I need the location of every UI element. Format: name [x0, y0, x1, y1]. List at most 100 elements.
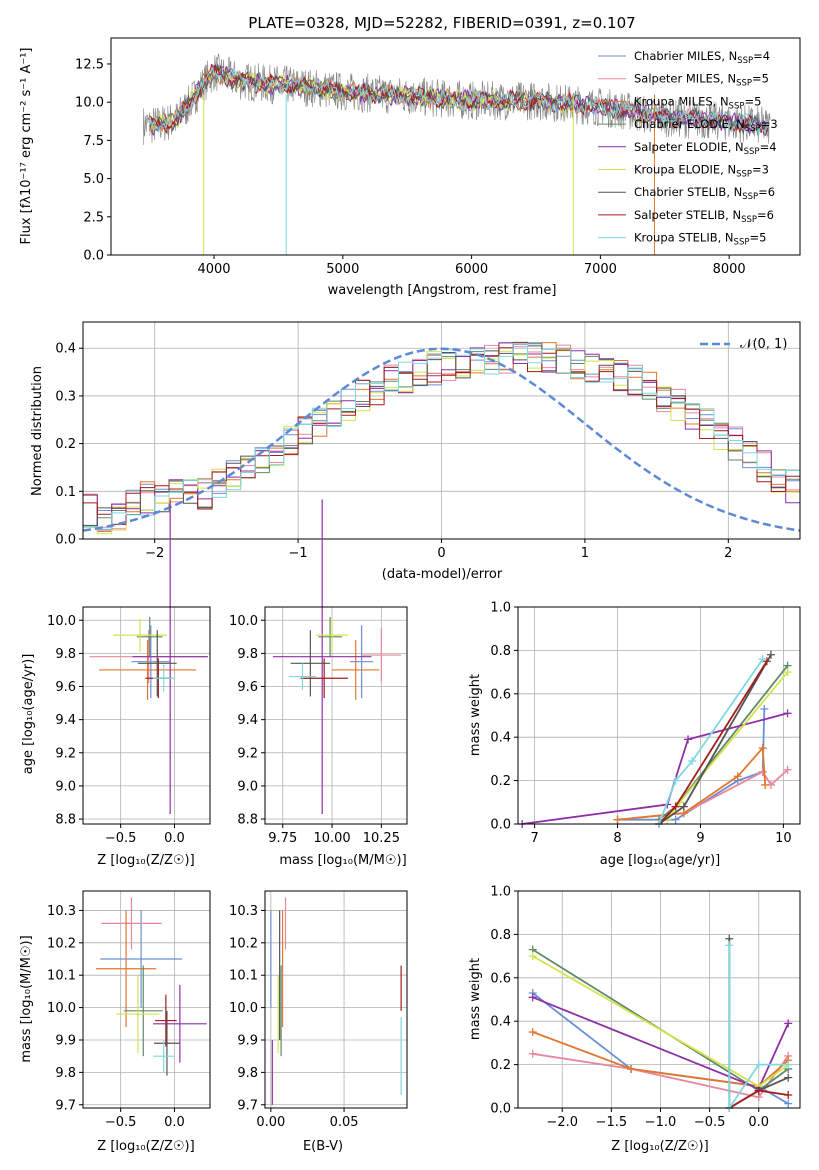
mw-z-xlabel: Z [log₁₀(Z/Z☉)]	[611, 1139, 708, 1154]
age-mass-y-tick-label: 8.8	[237, 813, 258, 828]
spectrum-axes: 4000 5000 6000 7000 8000 0.0 2.5 5.0 7.5 10.0 12.5	[75, 57, 746, 277]
mw-z-y-tick-label: 0.0	[490, 1102, 511, 1117]
mw-age-point-marker	[762, 657, 771, 666]
spectrum-x-tick-label: 6000	[455, 262, 488, 277]
mass-ebv-y-tick-label: 10.2	[229, 936, 258, 951]
spectrum-y-tick-label: 0.0	[83, 249, 104, 264]
mw-z-point-marker	[754, 1086, 763, 1095]
mw-z-point-marker	[784, 1060, 793, 1069]
spectrum-legend-label: Salpeter ELODIE, NSSP=4	[634, 140, 777, 157]
mw-z-axes: −2.0 −1.5 −1.0 −0.5 0.0 0.0 0.2 0.4 0.6 0.8 1.0	[490, 885, 800, 1130]
legend-subscript: SSP	[741, 215, 757, 225]
mw-z-y-tick-label: 1.0	[490, 885, 511, 900]
mw-age-series-line	[521, 712, 788, 825]
mw-z-point-marker	[528, 1049, 537, 1058]
mw-age-y-tick-label: 0.4	[490, 731, 511, 746]
spectrum-y-tick-label: 5.0	[83, 172, 104, 187]
legend-value: =6	[758, 185, 775, 199]
spectrum-legend-label: Kroupa STELIB, NSSP=5	[634, 231, 766, 248]
mw-z-point-marker	[725, 941, 734, 950]
mw-age-x-tick-label: 9	[696, 831, 704, 846]
normal-curve	[82, 347, 801, 532]
residual-x-tick-label: 1	[581, 546, 589, 561]
age-z-y-tick-label: 10.0	[47, 614, 76, 629]
mw-age-xlabel: age [log₁₀(age/yr)]	[600, 853, 721, 868]
spectrum-legend-label: Chabrier MILES, NSSP=4	[634, 49, 770, 66]
residual-y-tick-label: 0.3	[55, 389, 76, 404]
age-z-y-tick-label: 9.2	[55, 746, 76, 761]
mw-z-y-tick-label: 0.6	[490, 971, 511, 986]
spectrum-y-tick-label: 2.5	[83, 210, 104, 225]
spectrum-legend-label: Kroupa ELODIE, NSSP=3	[634, 163, 769, 180]
mw-age-x-tick-label: 8	[613, 831, 621, 846]
spectrum-y-tick-label: 10.0	[75, 96, 104, 111]
age-z-y-tick-label: 9.6	[55, 680, 76, 695]
age-z-axes: −0.5 0.0 8.8 9.0 9.2 9.4 9.6 9.8 10.0	[47, 607, 210, 846]
mass-ebv-y-tick-label: 10.0	[229, 1001, 258, 1016]
age-mass-frame	[264, 606, 408, 825]
mw-z-x-tick-label: −1.5	[596, 1115, 628, 1130]
residual-y-tick-label: 0.0	[55, 533, 76, 548]
mw-z-ylabel: mass weight	[468, 958, 483, 1040]
mass-z-ylabel: mass [log₁₀(M/M☉)]	[19, 935, 34, 1062]
spectrum-model-line	[149, 65, 769, 135]
mw-age-series-line	[658, 665, 789, 821]
mw-z-series-line	[532, 1031, 789, 1088]
mw-age-axes: 7 8 9 10 0.0 0.2 0.4 0.6 0.8 1.0	[490, 601, 800, 846]
age-mass-y-tick-label: 9.0	[237, 779, 258, 794]
mw-z-frame	[517, 890, 801, 1109]
residual-x-tick-label: 2	[724, 546, 732, 561]
age-mass-axes: 9.75 10.00 10.25 8.8 9.0 9.2 9.4 9.6 9.8 10.0	[229, 607, 407, 846]
legend-value: =4	[760, 140, 777, 154]
age-mass-xlabel: mass [log₁₀(M/M☉)]	[279, 853, 406, 868]
mass-z-y-tick-label: 9.7	[55, 1098, 76, 1113]
mass-z-y-tick-label: 10.3	[47, 904, 76, 919]
residual-x-tick-label: −2	[145, 546, 164, 561]
spectrum-legend-label: Chabrier ELODIE, NSSP=3	[634, 117, 778, 134]
spectrum-xlabel: wavelength [Angstrom, rest frame]	[328, 283, 557, 298]
legend-subscript: SSP	[729, 101, 745, 111]
mass-z-y-tick-label: 10.1	[47, 969, 76, 984]
mw-age-point-marker	[783, 765, 792, 774]
mw-z-series-line	[728, 945, 789, 1111]
mw-z-point-marker	[754, 1060, 763, 1069]
legend-subscript: SSP	[736, 79, 752, 89]
mw-age-point-marker	[758, 767, 767, 776]
legend-subscript: SSP	[737, 56, 753, 66]
spectrum-legend-label: Salpeter MILES, NSSP=5	[634, 72, 769, 89]
mass-ebv-axes: 0.00 0.05 9.7 9.8 9.9 10.0 10.1 10.2 10.3	[229, 891, 407, 1130]
mw-age-frame	[517, 606, 801, 825]
spectrum-model-line	[149, 66, 769, 135]
mw-age-point-marker	[684, 735, 693, 744]
residual-histogram-series	[83, 344, 800, 530]
mass-ebv-y-tick-label: 9.9	[237, 1033, 258, 1048]
mw-age-y-tick-label: 0.6	[490, 687, 511, 702]
spectrum-y-tick-label: 12.5	[75, 57, 104, 72]
spectrum-ylabel: Flux [fλ10⁻¹⁷ erg cm⁻² s⁻¹ A⁻¹]	[19, 48, 34, 245]
mass-ebv-x-tick-label: 0.00	[256, 1115, 285, 1130]
mass-ebv-y-tick-label: 10.3	[229, 904, 258, 919]
legend-value: =5	[752, 72, 769, 86]
residual-histogram-series	[83, 341, 800, 525]
mw-age-point-marker	[671, 802, 680, 811]
mw-age-point-marker	[760, 704, 769, 713]
mass-z-y-tick-label: 9.8	[55, 1066, 76, 1081]
mass-z-x-tick-label: −0.5	[105, 1115, 137, 1130]
legend-subscript: SSP	[734, 238, 750, 248]
age-z-x-tick-label: −0.5	[105, 831, 137, 846]
residual-y-tick-label: 0.1	[55, 485, 76, 500]
age-mass-y-tick-label: 9.8	[237, 647, 258, 662]
mw-z-point-marker	[528, 993, 537, 1002]
legend-subscript: SSP	[736, 170, 752, 180]
legend-value: =5	[744, 94, 761, 108]
age-z-y-tick-label: 9.8	[55, 647, 76, 662]
mw-age-point-marker	[671, 776, 680, 785]
spectrum-y-tick-label: 7.5	[83, 134, 104, 149]
mw-z-x-tick-label: −2.0	[546, 1115, 578, 1130]
mass-ebv-frame	[264, 890, 408, 1109]
spectrum-model-line	[149, 68, 769, 136]
spectrum-title: PLATE=0328, MJD=52282, FIBERID=0391, z=0…	[248, 14, 635, 32]
mass-z-y-tick-label: 10.2	[47, 936, 76, 951]
mw-age-y-tick-label: 1.0	[490, 601, 511, 616]
